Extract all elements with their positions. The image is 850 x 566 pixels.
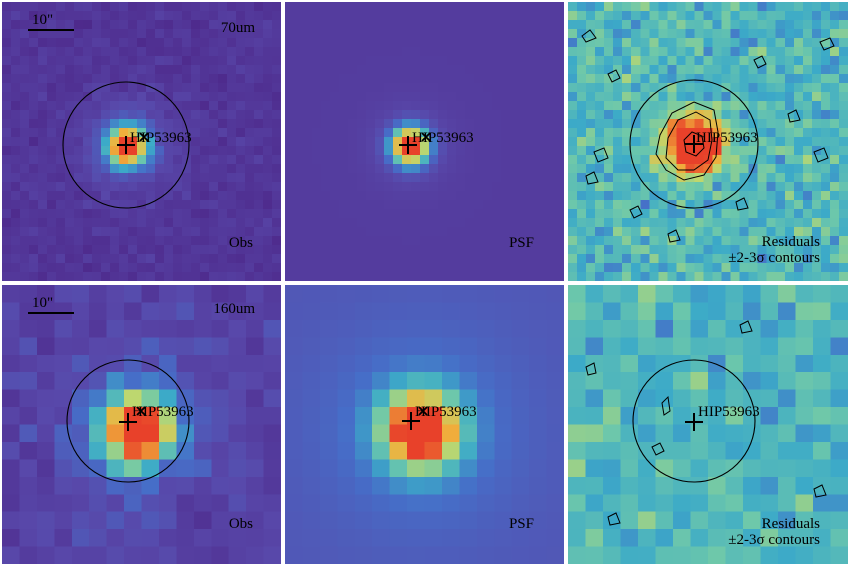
band-label: 70um [220, 20, 255, 36]
panel-sublabel: ±2-3σ contours [728, 532, 820, 548]
residual-70um-panel: HIP53963 Residuals ±2-3σ contours [568, 2, 848, 281]
aperture-circle [632, 359, 756, 483]
panel-label: Residuals [761, 234, 820, 250]
star-marker-plus [402, 412, 420, 430]
residual-160um-image [568, 285, 848, 564]
psf-160um-overlay [402, 406, 428, 430]
panel-label: Residuals [761, 516, 820, 532]
star-marker-plus [119, 413, 137, 431]
psf-160um-panel: HIP53963 PSF 20 15 10 5 0 [285, 285, 564, 564]
obs-160um-image [2, 285, 281, 564]
band-label: 160um [213, 301, 255, 317]
star-marker-plus [399, 136, 417, 154]
target-label: HIP53963 [696, 130, 758, 146]
residual-160um-panel: HIP53963 Residuals ±2-3σ contours [568, 285, 848, 564]
star-marker-cross [139, 132, 149, 142]
obs-70um-image [2, 2, 281, 281]
aperture-circle [66, 359, 190, 483]
aperture-circle [629, 79, 759, 209]
scale-bar-label: 10" [32, 295, 54, 311]
target-label: HIP53963 [130, 130, 192, 146]
aperture-circle [62, 81, 190, 209]
obs-160um-overlay [28, 312, 190, 483]
star-marker-cross [136, 406, 146, 416]
obs-160um-panel: 10" 160um HIP53963 Obs [2, 285, 281, 564]
panel-label: Obs [228, 516, 253, 532]
panel-label: PSF [508, 235, 534, 251]
star-marker-plus [685, 135, 703, 153]
panel-label: PSF [508, 516, 534, 532]
psf-70um-overlay [399, 132, 431, 154]
star-marker-plus [685, 413, 703, 431]
star-marker-cross [421, 132, 431, 142]
psf-160um-image [285, 285, 564, 564]
target-label: HIP53963 [132, 404, 194, 420]
residual-contours [585, 320, 827, 526]
obs-70um-overlay [28, 29, 190, 209]
target-label: HIP53963 [412, 130, 474, 146]
star-marker-plus [117, 136, 135, 154]
psf-70um-panel: HIP53963 PSF 40 30 20 10 0 [285, 2, 564, 281]
residual-160um-overlay [585, 320, 827, 526]
scale-bar-label: 10" [32, 12, 54, 28]
psf-70um-image [285, 2, 564, 281]
star-marker-cross [418, 406, 428, 416]
residual-70um-image [568, 2, 848, 281]
panel-label: Obs [228, 235, 253, 251]
target-label: HIP53963 [698, 404, 760, 420]
target-label: HIP53963 [415, 404, 477, 420]
panel-sublabel: ±2-3σ contours [728, 250, 820, 266]
residual-contours [581, 29, 835, 243]
obs-70um-panel: 10" 70um HIP53963 Obs [2, 2, 281, 281]
residual-70um-overlay [581, 29, 835, 243]
